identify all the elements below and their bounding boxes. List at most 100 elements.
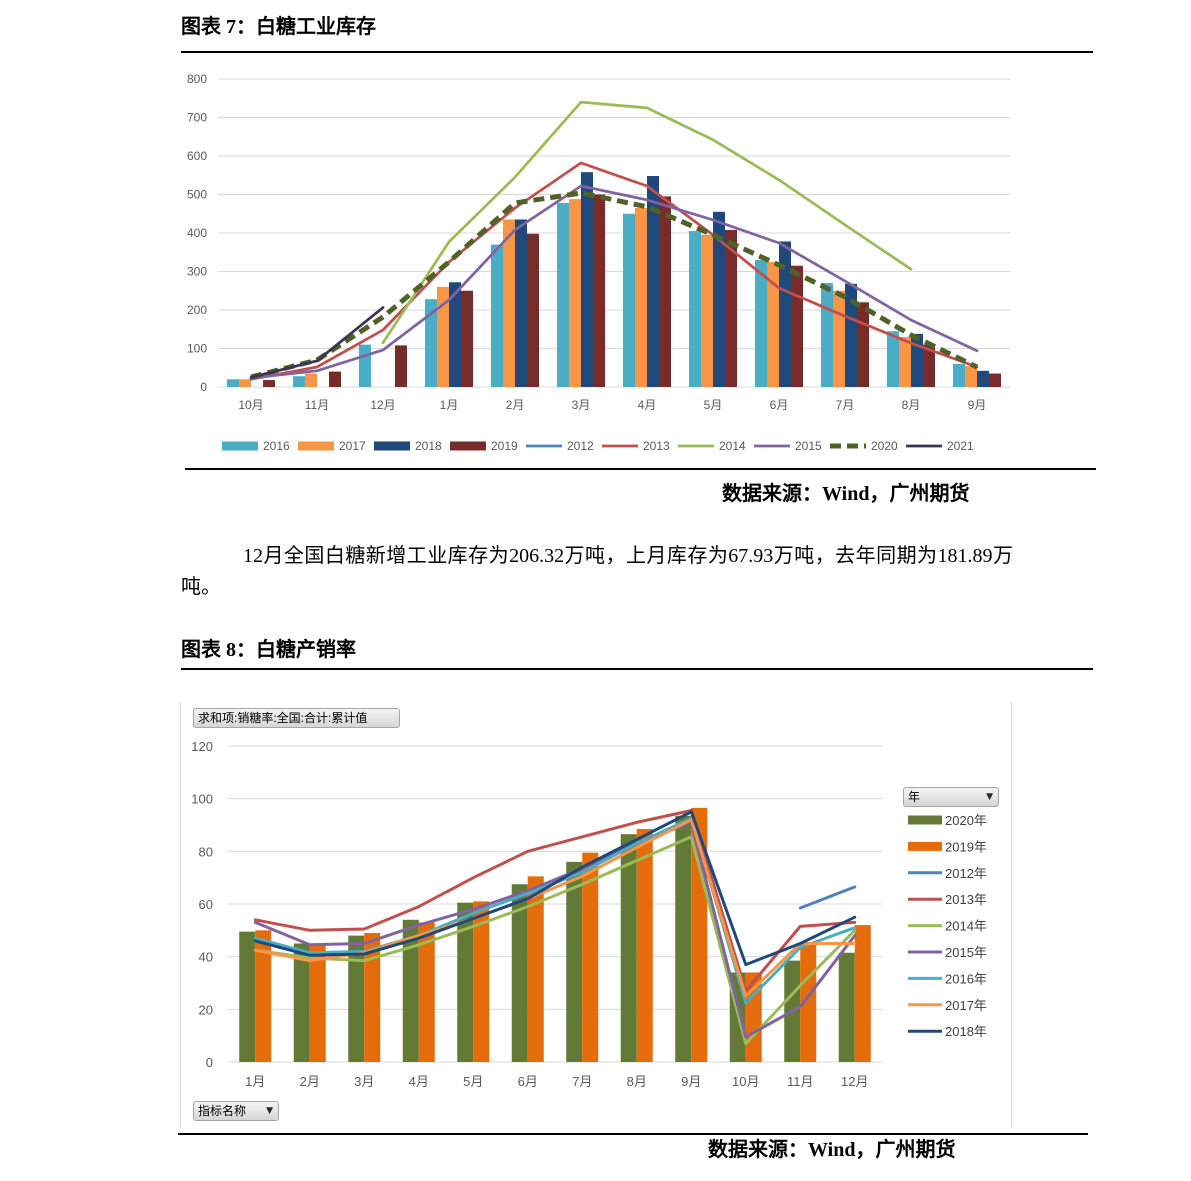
figure-7-source: 数据来源：Wind，广州期货 xyxy=(722,483,970,505)
fig8-bar-2020-month-12 xyxy=(838,952,855,1062)
fig8-x-tick-label-month-12: 12月 xyxy=(841,1074,868,1089)
fig8-y-tick-label-40: 40 xyxy=(199,950,213,965)
value-field-button[interactable]: 求和项:销糖率:全国:合计:累计值 xyxy=(193,708,400,728)
fig7-bar-2016-month-2 xyxy=(491,244,503,387)
fig8-bar-2020-month-5 xyxy=(457,902,474,1062)
fig8-legend-item-2013: 2013年 xyxy=(908,892,987,907)
dropdown-arrow-icon: ▼ xyxy=(986,792,993,802)
fig7-bar-2019-month-2 xyxy=(527,233,539,387)
fig8-legend-item-2015: 2015年 xyxy=(908,945,987,960)
fig7-bar-2017-month-1 xyxy=(437,286,449,387)
fig7-legend-label-2016: 2016 xyxy=(263,439,290,453)
fig8-legend-label-2019: 2019年 xyxy=(945,839,987,854)
fig7-legend-swatch-2018 xyxy=(374,441,410,451)
fig7-y-tick-label-500: 500 xyxy=(187,188,207,202)
fig7-series-line-2021 xyxy=(249,306,385,379)
fig7-legend-item-2017: 2017 xyxy=(298,439,366,453)
figure-8-source: 数据来源：Wind，广州期货 xyxy=(708,1139,956,1161)
fig8-y-tick-label-100: 100 xyxy=(191,792,213,807)
fig7-x-tick-label-month-10: 10月 xyxy=(238,398,263,412)
fig7-series-line-2015 xyxy=(249,184,979,380)
fig7-y-tick-label-600: 600 xyxy=(187,149,207,163)
legend-field-dropdown[interactable]: 年 ▼ xyxy=(903,787,999,807)
fig7-bar-2017-month-4 xyxy=(635,207,647,387)
fig7-bar-2017-month-9 xyxy=(965,365,977,387)
fig7-legend-label-2020: 2020 xyxy=(871,439,898,453)
chart-sales-ratio: 0 20 40 60 80 100 120 1月 2月 3月 4月 5月 6月 7月 8月 9月 10月 11月 1… xyxy=(191,739,987,1089)
fig8-bar-2020-month-2 xyxy=(293,943,310,1062)
fig7-legend-item-2019: 2019 xyxy=(450,439,518,453)
fig8-x-tick-label-month-5: 5月 xyxy=(463,1074,483,1089)
figure-8-title: 图表 8：白糖产销率 xyxy=(181,639,356,661)
fig7-bar-2016-month-5 xyxy=(689,231,701,387)
fig7-bar-2016-month-12 xyxy=(359,344,371,387)
fig7-x-tick-label-month-8: 8月 xyxy=(902,398,921,412)
axis-field-dropdown[interactable]: 指标名称 ▼ xyxy=(193,1101,279,1121)
fig8-bar-2020-month-3 xyxy=(348,935,365,1062)
fig8-bar-2020-month-7 xyxy=(566,861,583,1062)
fig7-bar-2016-month-3 xyxy=(557,202,569,387)
fig8-bar-2019-month-8 xyxy=(636,828,653,1062)
fig7-bar-2016-month-8 xyxy=(887,331,899,387)
fig8-bar-2019-month-7 xyxy=(582,852,599,1062)
fig8-bar-2020-month-9 xyxy=(675,815,692,1062)
fig8-bar-2019-month-2 xyxy=(309,943,326,1062)
fig8-bar-2020-month-4 xyxy=(402,919,419,1062)
fig8-legend-item-2014: 2014年 xyxy=(908,919,987,934)
fig7-series-line-2013 xyxy=(249,161,979,381)
fig7-series-line-2014 xyxy=(381,100,913,345)
fig7-x-tick-label-month-1: 1月 xyxy=(440,398,459,412)
fig7-bar-2019-month-8 xyxy=(923,344,935,387)
fig8-x-tick-label-month-2: 2月 xyxy=(300,1074,320,1089)
fig7-x-tick-label-month-6: 6月 xyxy=(770,398,789,412)
fig7-legend-item-2014: 2014 xyxy=(678,439,746,453)
fig8-legend-swatch-2019 xyxy=(908,841,942,851)
fig8-legend-label-2014: 2014年 xyxy=(945,919,987,934)
fig7-legend-label-2019: 2019 xyxy=(491,439,518,453)
fig7-legend-label-2018: 2018 xyxy=(415,439,442,453)
fig7-bar-2018-month-2 xyxy=(515,219,527,387)
fig7-legend-item-2020: 2020 xyxy=(830,439,898,453)
fig8-series-line-2016 xyxy=(253,816,857,1005)
fig7-x-tick-label-month-3: 3月 xyxy=(572,398,591,412)
fig7-bar-2016-month-6 xyxy=(755,259,767,387)
fig7-legend-swatch-2019 xyxy=(450,441,486,451)
fig8-x-tick-label-month-9: 9月 xyxy=(681,1074,701,1089)
legend-field-label: 年 xyxy=(908,790,921,804)
fig7-bar-2016-month-10 xyxy=(227,379,239,387)
fig7-bar-2018-month-5 xyxy=(713,211,725,387)
fig7-bar-2016-month-9 xyxy=(953,363,965,387)
fig7-y-tick-label-0: 0 xyxy=(200,380,207,394)
fig7-x-tick-label-month-9: 9月 xyxy=(968,398,987,412)
fig8-legend-label-2015: 2015年 xyxy=(945,945,987,960)
body-paragraph: 12月全国白糖新增工业库存为206.32万吨，上月库存为67.93万吨，去年同期… xyxy=(181,545,1013,598)
fig7-y-tick-label-400: 400 xyxy=(187,226,207,240)
fig8-legend-label-2020: 2020年 xyxy=(945,813,987,828)
fig8-x-tick-label-month-10: 10月 xyxy=(732,1074,759,1089)
fig7-bar-2019-month-10 xyxy=(263,380,275,387)
fig8-y-tick-label-0: 0 xyxy=(206,1055,213,1070)
fig8-x-tick-label-month-11: 11月 xyxy=(787,1074,814,1089)
fig8-y-tick-label-20: 20 xyxy=(199,1002,213,1017)
fig7-x-tick-label-month-11: 11月 xyxy=(305,398,329,412)
fig7-bar-2018-month-9 xyxy=(977,370,989,387)
fig7-bar-2019-month-9 xyxy=(989,373,1001,387)
fig7-bar-2017-month-10 xyxy=(239,379,251,387)
fig7-legend-label-2012: 2012 xyxy=(567,439,594,453)
fig7-legend-item-2018: 2018 xyxy=(374,439,442,453)
fig7-bar-2019-month-6 xyxy=(791,265,803,387)
fig8-legend-item-2016: 2016年 xyxy=(908,971,987,986)
fig7-legend-item-2012: 2012 xyxy=(526,439,594,453)
fig8-legend-item-2019: 2019年 xyxy=(908,839,987,854)
fig8-bar-2020-month-1 xyxy=(239,931,256,1062)
fig7-legend-label-2013: 2013 xyxy=(643,439,670,453)
fig7-y-tick-label-100: 100 xyxy=(187,342,207,356)
fig7-legend-item-2021: 2021 xyxy=(906,439,974,453)
fig8-bar-2019-month-4 xyxy=(418,922,435,1062)
fig8-series-line-2013 xyxy=(253,809,857,993)
fig7-bar-2019-month-11 xyxy=(329,371,341,387)
fig7-y-tick-label-700: 700 xyxy=(187,111,207,125)
fig8-bar-2019-month-6 xyxy=(527,876,544,1062)
fig7-bar-2019-month-3 xyxy=(593,194,605,387)
fig7-x-tick-label-month-5: 5月 xyxy=(704,398,723,412)
